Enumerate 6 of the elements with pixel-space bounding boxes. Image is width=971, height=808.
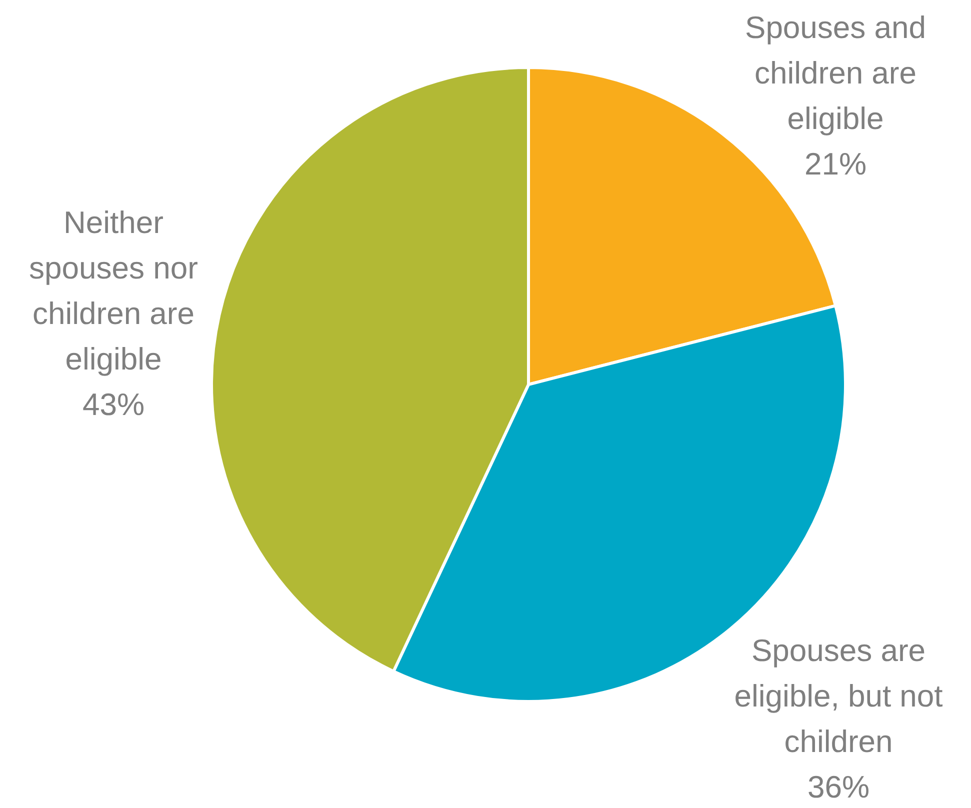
slice-label: Spouses and children are eligible xyxy=(745,10,926,136)
data-label: 43% xyxy=(82,387,145,422)
slice-label: Neither spouses nor children are eligible xyxy=(29,205,198,376)
data-label: 36% xyxy=(807,769,870,804)
slice-label: Spouses are eligible, but not children xyxy=(734,632,944,759)
data-label: 21% xyxy=(804,146,867,182)
